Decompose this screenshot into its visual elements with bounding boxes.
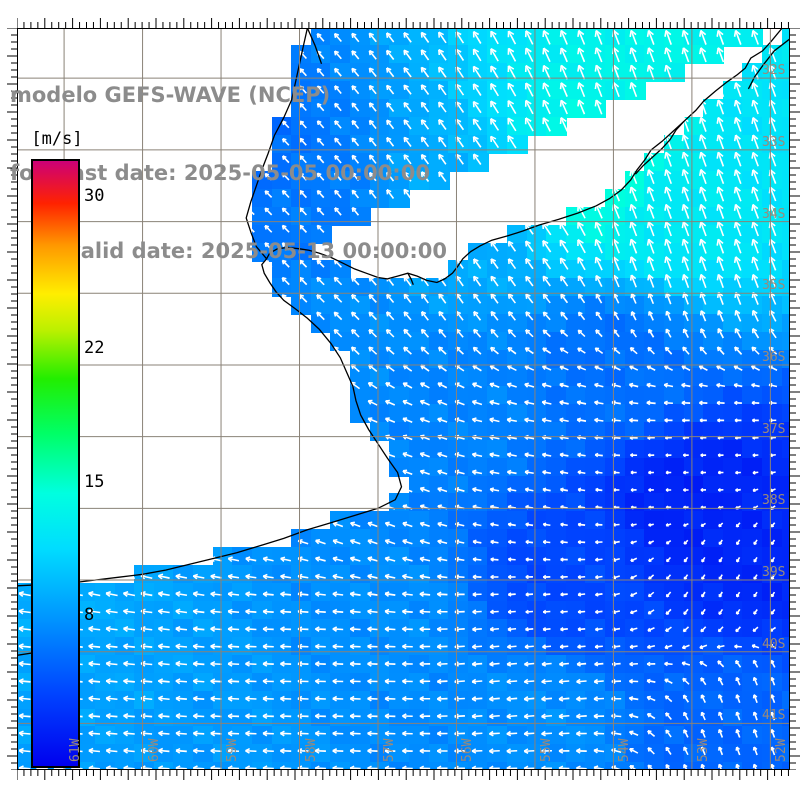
colorbar-tick-8: 8 xyxy=(84,604,95,625)
colorbar[interactable] xyxy=(31,159,80,768)
colorbar-tick-30: 30 xyxy=(84,186,105,207)
latitude-label-36S: 36S xyxy=(762,349,786,365)
longitude-label-59W: 59W xyxy=(225,738,241,762)
coastline-segment xyxy=(17,258,403,587)
longitude-label-52W: 52W xyxy=(774,738,790,762)
latitude-label-37S: 37S xyxy=(762,421,786,437)
coastline-segment xyxy=(407,272,414,285)
longitude-label-61W: 61W xyxy=(68,738,84,762)
colorbar-units-label: [m/s] xyxy=(31,129,83,149)
lat-lon-gridlines xyxy=(17,28,790,770)
longitude-label-53W: 53W xyxy=(695,738,711,762)
longitude-label-58W: 58W xyxy=(303,738,319,762)
coastline-segment xyxy=(306,28,323,65)
coastline-overlay xyxy=(17,28,790,656)
longitude-label-54W: 54W xyxy=(617,738,633,762)
left-tick-ruler xyxy=(7,28,17,770)
coastline-segment xyxy=(634,120,685,175)
latitude-label-33S: 33S xyxy=(762,134,786,150)
top-tick-ruler xyxy=(17,18,790,28)
colorbar-tick-15: 15 xyxy=(84,471,105,492)
longitude-label-57W: 57W xyxy=(381,738,397,762)
coastline-segment xyxy=(245,28,309,260)
latitude-label-40S: 40S xyxy=(762,636,786,652)
latitude-label-35S: 35S xyxy=(762,278,786,294)
longitude-label-55W: 55W xyxy=(538,738,554,762)
latitude-label-41S: 41S xyxy=(762,708,786,724)
colorbar-tick-22: 22 xyxy=(84,338,105,359)
coastline-segment xyxy=(266,28,783,284)
longitude-label-60W: 60W xyxy=(146,738,162,762)
latitude-label-38S: 38S xyxy=(762,493,786,509)
map-plot-area[interactable] xyxy=(17,28,790,770)
colorbar-gradient xyxy=(31,159,80,768)
latitude-label-34S: 34S xyxy=(762,206,786,222)
longitude-label-56W: 56W xyxy=(460,738,476,762)
latitude-label-32S: 32S xyxy=(762,63,786,79)
latitude-label-39S: 39S xyxy=(762,565,786,581)
coastline-segment xyxy=(747,38,790,90)
bottom-tick-ruler xyxy=(17,770,790,780)
wind-speed-field-canvas xyxy=(17,28,790,770)
right-tick-ruler xyxy=(790,28,800,770)
